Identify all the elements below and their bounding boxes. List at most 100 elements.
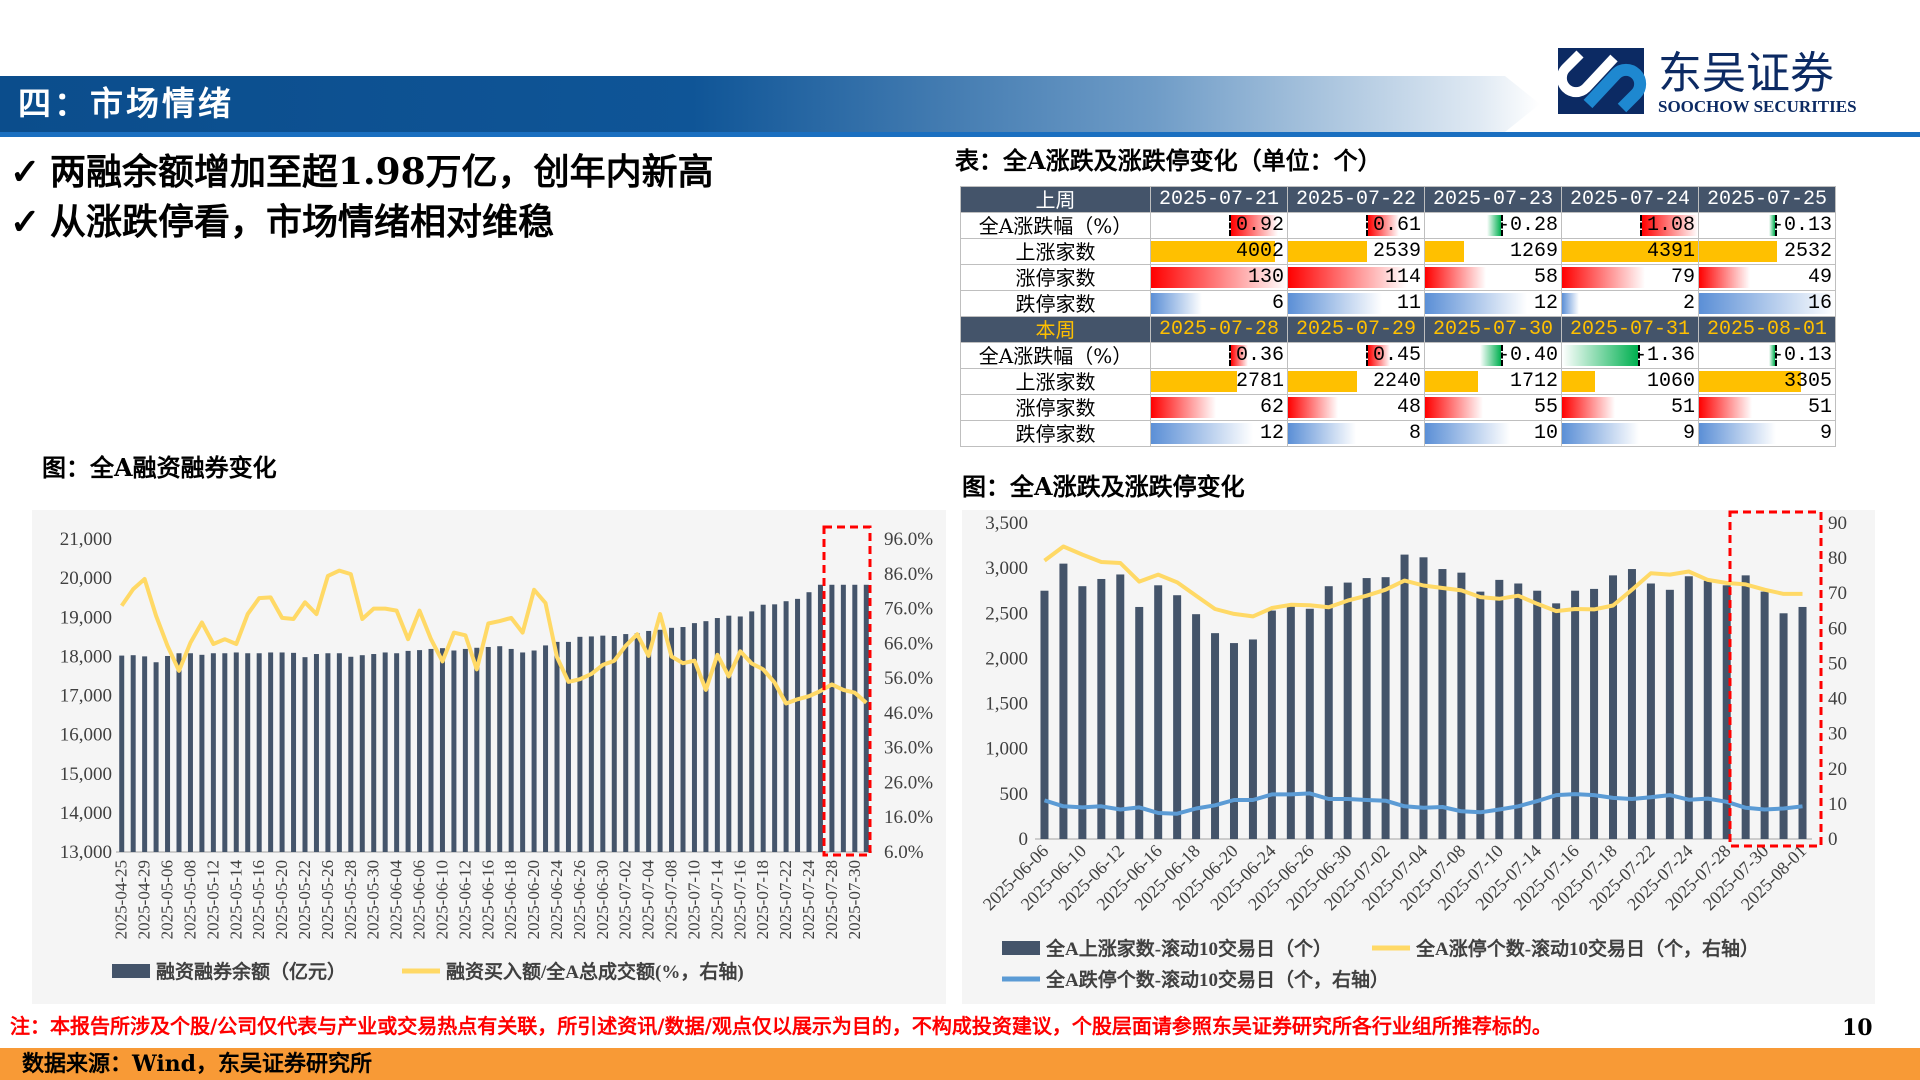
bar	[600, 635, 606, 852]
y-right-tick-label: 50	[1828, 653, 1847, 674]
row-label: 上涨家数	[960, 238, 1151, 265]
y-right-tick-label: 26.0%	[884, 772, 933, 793]
bullet-text: 从涨跌停看，市场情绪相对维稳	[50, 201, 555, 243]
data-bar	[1699, 241, 1778, 262]
bar	[1533, 590, 1542, 839]
data-bar	[1365, 215, 1399, 236]
row-label: 跌停家数	[960, 420, 1151, 447]
y-left-tick-label: 0	[1019, 829, 1029, 850]
bar	[737, 616, 743, 852]
bar	[291, 652, 297, 852]
data-bar	[1562, 423, 1639, 444]
breadth-chart: 0 500 1,000 1,500 2,000 2,500 3,000 3,500 0 10 20 3…	[962, 510, 1875, 1004]
y-left-tick-label: 17,000	[60, 686, 112, 707]
data-bar	[1479, 345, 1503, 366]
table-cell: 0.92	[1150, 212, 1288, 239]
bar	[336, 653, 342, 852]
x-tick-label: 2025-06-20	[524, 860, 543, 939]
cell-value: 2781	[1235, 369, 1284, 393]
table-cell: 1712	[1424, 368, 1562, 395]
bar	[119, 655, 125, 852]
bar	[1665, 589, 1674, 839]
row-label: 涨停家数	[960, 264, 1151, 291]
table-cell: -0.40	[1424, 342, 1562, 369]
y-right-tick-label: 16.0%	[884, 807, 933, 828]
cell-value: 114	[1384, 265, 1421, 289]
data-bar	[1699, 397, 1753, 418]
x-tick-label: 2025-05-14	[226, 860, 245, 940]
date-header: 2025-07-29	[1287, 316, 1425, 343]
table-row: 上涨家数 2781 2240 1712 1060 3305	[960, 368, 1836, 395]
cell-value: 51	[1807, 395, 1832, 419]
margin-chart: 13,000 14,000 15,000 16,000 17,000 18,000 19,0…	[32, 510, 946, 1004]
bar	[531, 650, 537, 852]
bar	[829, 584, 835, 852]
data-source: 数据来源：Wind，东吴证券研究所	[22, 1051, 373, 1077]
bar	[1760, 591, 1769, 839]
table-cell: 4391	[1561, 238, 1699, 265]
cell-value: 1060	[1646, 369, 1695, 393]
table-cell: 4002	[1150, 238, 1288, 265]
data-bar	[1562, 345, 1640, 366]
legend-swatch	[1002, 941, 1040, 955]
y-left-tick-label: 3,500	[985, 513, 1028, 534]
data-bar	[1562, 241, 1698, 262]
data-bar	[1288, 293, 1382, 314]
y-left-tick-label: 18,000	[60, 646, 112, 667]
cell-value: 3305	[1783, 369, 1832, 393]
data-bar	[1639, 215, 1698, 236]
cell-value: 1712	[1509, 369, 1558, 393]
y-right-tick-label: 10	[1828, 794, 1847, 815]
cell-value: -0.40	[1497, 343, 1558, 367]
data-bar	[1769, 345, 1777, 366]
bar	[1078, 586, 1087, 839]
data-bar	[1288, 267, 1408, 288]
y-right-tick-label: 56.0%	[884, 668, 933, 689]
cell-value: 2240	[1372, 369, 1421, 393]
x-tick-label: 2025-05-12	[203, 860, 222, 939]
table-row: 涨停家数 62 48 55 51 51	[960, 394, 1836, 421]
x-tick-label: 2025-05-20	[272, 860, 291, 939]
cell-value: -0.13	[1771, 213, 1832, 237]
x-tick-label: 2025-05-16	[249, 860, 268, 939]
x-tick-label: 2025-06-24	[547, 860, 566, 940]
bar	[1305, 608, 1314, 839]
data-bar	[1288, 371, 1358, 392]
row-label: 跌停家数	[960, 290, 1151, 317]
date-header: 2025-07-30	[1424, 316, 1562, 343]
x-tick-label: 2025-05-26	[318, 860, 337, 939]
data-bar	[1699, 267, 1751, 288]
data-bar	[1151, 397, 1216, 418]
y-right-tick-label: 46.0%	[884, 703, 933, 724]
cell-value: 2	[1682, 291, 1695, 315]
cell-value: -0.13	[1771, 343, 1832, 367]
table-cell: 9	[1561, 420, 1699, 447]
table-cell: 0.61	[1287, 212, 1425, 239]
data-bar	[1151, 293, 1202, 314]
table-cell: 0.45	[1287, 342, 1425, 369]
y-left-tick-label: 15,000	[60, 764, 112, 785]
table-cell: 1.08	[1561, 212, 1699, 239]
y-left-tick-label: 1,500	[985, 694, 1028, 715]
bar	[428, 648, 434, 852]
data-bar	[1151, 241, 1275, 262]
bar	[474, 647, 480, 852]
source-bar	[0, 1048, 1920, 1080]
bar	[210, 653, 216, 852]
bar	[1381, 577, 1390, 839]
y-right-tick-label: 76.0%	[884, 599, 933, 620]
data-bar	[1486, 215, 1503, 236]
cell-value: 1269	[1509, 239, 1558, 263]
table-cell: 0.36	[1150, 342, 1288, 369]
bar	[394, 653, 400, 852]
table-cell: 9	[1698, 420, 1836, 447]
x-tick-label: 2025-06-30	[593, 860, 612, 939]
table-cell: 114	[1287, 264, 1425, 291]
bar	[806, 592, 812, 852]
bar	[863, 584, 869, 852]
bar	[279, 652, 285, 852]
bar	[646, 630, 652, 852]
bar	[1495, 579, 1504, 839]
data-bar	[1288, 241, 1367, 262]
bar	[543, 645, 549, 852]
